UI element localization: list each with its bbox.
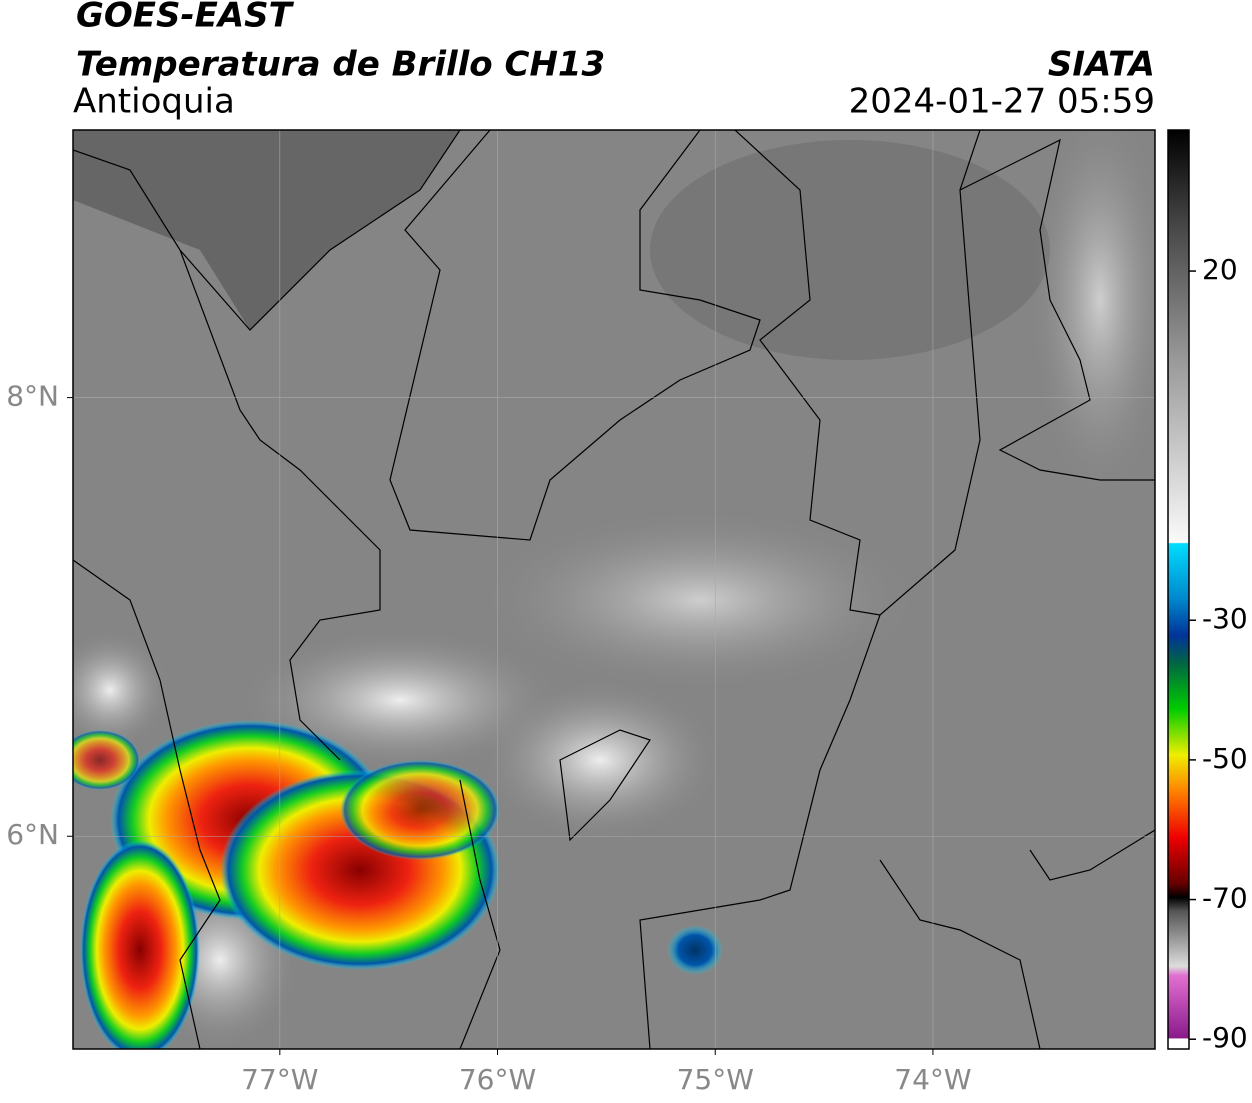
lat-tick-label: 8°N xyxy=(6,380,59,413)
colorbar-tick-label: -70 xyxy=(1202,882,1248,915)
lon-tick-label: 74°W xyxy=(894,1063,971,1096)
datetime: 2024-01-27 05:59 xyxy=(849,82,1155,122)
colorbar-tick-label: -30 xyxy=(1202,602,1248,635)
lon-tick-label: 77°W xyxy=(241,1063,318,1096)
colorbar-tick-label: 20 xyxy=(1202,253,1238,286)
product-title: Temperatura de Brillo CH13 xyxy=(76,45,605,85)
graticule xyxy=(73,130,1155,1049)
map-image xyxy=(73,130,1155,1049)
source: SIATA xyxy=(1048,45,1155,85)
region: Antioquia xyxy=(73,82,235,122)
map-frame xyxy=(72,129,1156,1050)
satellite-title: GOES-EAST xyxy=(76,0,295,36)
lon-tick-label: 76°W xyxy=(459,1063,536,1096)
colorbar-tick-label: -50 xyxy=(1202,742,1248,775)
colorbar xyxy=(1167,129,1190,1050)
colorbar-tick-label: -90 xyxy=(1202,1021,1248,1054)
lat-tick-label: 6°N xyxy=(6,818,59,851)
lon-tick-label: 75°W xyxy=(677,1063,754,1096)
